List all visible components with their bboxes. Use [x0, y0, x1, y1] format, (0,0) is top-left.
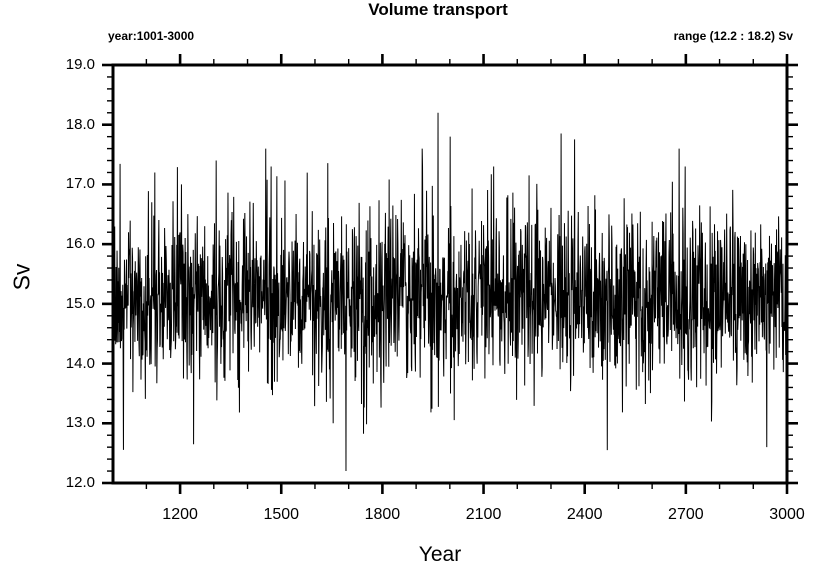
x-tick-label: 1800 — [364, 506, 401, 523]
x-tick-label: 3000 — [769, 506, 805, 523]
volume-transport-line — [112, 112, 788, 472]
y-tick-label: 13.0 — [65, 414, 95, 432]
chart-title: Volume transport — [368, 0, 508, 19]
y-tick-label: 12.0 — [65, 474, 95, 491]
annotation-value-range: range (12.2 : 18.2) Sv — [673, 29, 793, 43]
x-tick-label: 1200 — [162, 506, 198, 523]
y-tick-label: 18.0 — [65, 115, 95, 133]
x-tick-label: 1500 — [263, 506, 300, 523]
y-axis-label: Sv — [8, 263, 35, 291]
x-tick-label: 2400 — [566, 506, 603, 523]
annotation-year-range: year:1001-3000 — [108, 29, 195, 43]
y-tick-label: 17.0 — [65, 175, 95, 193]
x-axis-label: Year — [418, 543, 462, 566]
y-tick-label: 14.0 — [65, 354, 95, 372]
x-tick-label: 2100 — [465, 506, 502, 523]
x-tick-label: 2700 — [668, 506, 704, 523]
y-tick-label: 19.0 — [65, 56, 95, 73]
y-tick-label: 15.0 — [65, 294, 95, 312]
y-tick-label: 16.0 — [65, 235, 95, 253]
